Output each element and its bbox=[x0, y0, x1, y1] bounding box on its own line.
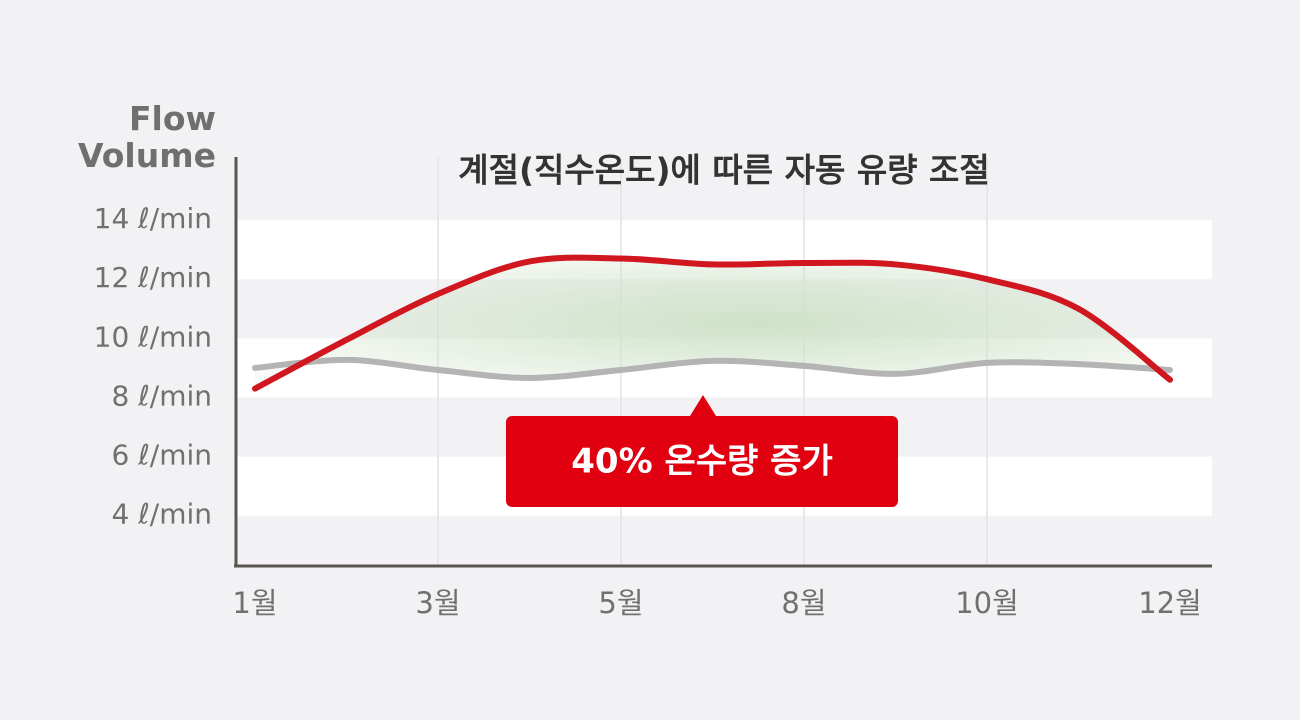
callout-box bbox=[506, 395, 898, 507]
x-tick-label: 3월 bbox=[415, 586, 460, 620]
x-tick-label: 1월 bbox=[232, 586, 277, 620]
line bbox=[252, 356, 1173, 381]
line bbox=[252, 254, 1173, 392]
y-tick-label: 4 ℓ/min bbox=[111, 498, 212, 531]
y-tick-label: 8 ℓ/min bbox=[111, 379, 212, 412]
x-tick-label: 5월 bbox=[598, 586, 643, 620]
y-tick-label: 12 ℓ/min bbox=[94, 261, 212, 294]
y-tick-label: 14 ℓ/min bbox=[94, 202, 212, 235]
y-tick-label: 10 ℓ/min bbox=[94, 320, 212, 353]
chart-title: 계절(직수온도)에 따른 자동 유량 조절 bbox=[458, 151, 990, 190]
fill-area bbox=[255, 257, 1170, 389]
x-tick-label: 10월 bbox=[955, 586, 1019, 620]
x-tick-label: 12월 bbox=[1138, 586, 1202, 620]
x-tick-label: 8월 bbox=[781, 586, 826, 620]
y-axis-label: Flow Volume bbox=[78, 99, 216, 175]
annotation: 40% 온수량 증가 bbox=[571, 442, 832, 482]
y-tick-label: 6 ℓ/min bbox=[111, 439, 212, 472]
